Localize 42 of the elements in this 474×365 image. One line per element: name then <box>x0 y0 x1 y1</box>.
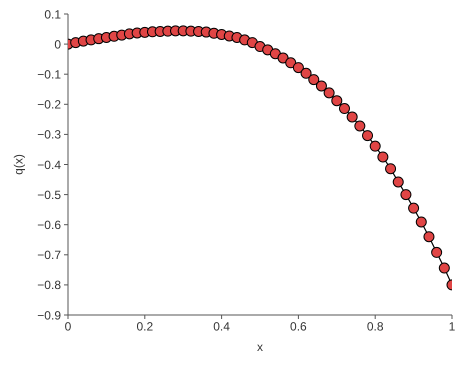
point <box>278 52 289 64</box>
point <box>346 111 358 122</box>
point <box>270 48 281 60</box>
y-tick-label: −0.3 <box>37 128 62 142</box>
y-tick-label: −0.4 <box>37 158 62 172</box>
point <box>438 262 450 274</box>
x-tick-label: 1 <box>448 320 456 334</box>
point <box>362 130 374 142</box>
x-tick-label: 0.8 <box>366 320 384 334</box>
y-axis-title: q(x) <box>11 154 26 175</box>
x-tick-label: 0.2 <box>136 320 154 334</box>
y-tick-label: −0.2 <box>37 98 62 112</box>
y-tick-label: −0.5 <box>37 188 62 202</box>
point <box>354 120 366 132</box>
point <box>331 95 342 106</box>
point <box>316 80 327 92</box>
y-tick-label: −0.6 <box>37 218 62 232</box>
y-tick-label: −0.7 <box>37 248 62 262</box>
point <box>431 246 442 258</box>
x-tick-label: 0.4 <box>213 320 230 334</box>
point <box>370 140 381 152</box>
point <box>292 62 304 74</box>
point <box>416 216 427 228</box>
point <box>308 74 320 86</box>
point <box>400 189 412 200</box>
y-tick-label: −0.9 <box>37 308 62 322</box>
x-axis-title: x <box>257 340 263 354</box>
point <box>285 57 296 68</box>
point <box>385 163 396 174</box>
point <box>300 68 312 79</box>
y-tick-label: 0 <box>54 37 62 52</box>
x-tick-label: 0.6 <box>290 320 308 334</box>
y-tick-label: −0.1 <box>37 67 62 82</box>
point <box>423 231 434 242</box>
point <box>324 87 335 98</box>
x-tick-label: 0 <box>64 320 72 334</box>
point <box>408 202 420 214</box>
point <box>377 151 388 162</box>
point <box>392 176 404 188</box>
y-tick-label: 0.1 <box>44 7 62 22</box>
point <box>338 103 350 114</box>
y-tick-label: −0.8 <box>37 278 62 292</box>
